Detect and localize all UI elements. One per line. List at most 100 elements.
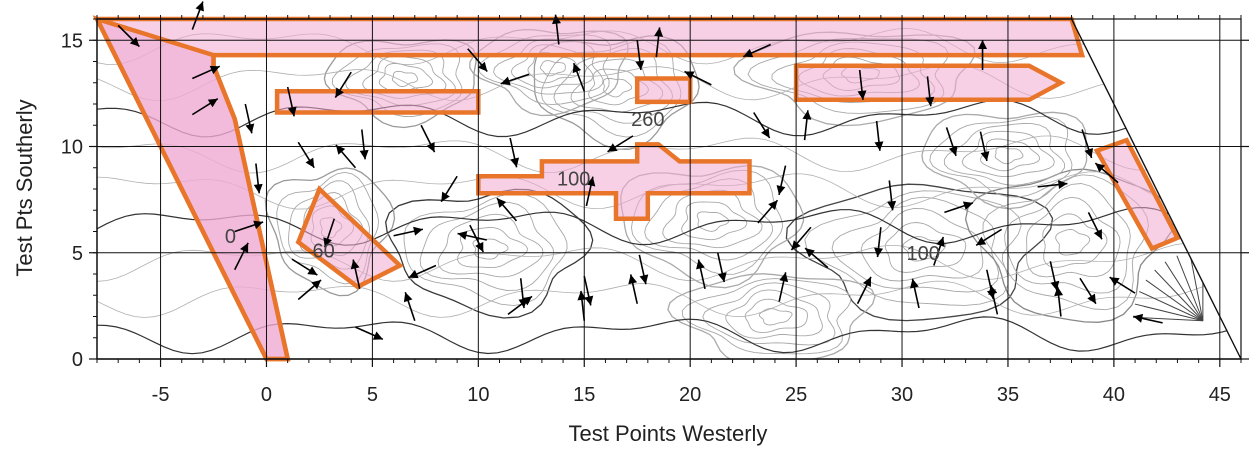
flow-arrow [585, 176, 596, 207]
contour-line [696, 211, 730, 232]
flow-arrow [457, 231, 487, 241]
contour-line [97, 99, 1241, 138]
flow-arrow [117, 24, 140, 48]
flow-arrow [802, 110, 812, 141]
contour-line [1132, 316, 1203, 322]
contour-line [667, 273, 876, 359]
contour-line [403, 193, 568, 307]
region-east-box [1093, 137, 1181, 252]
flow-arrow [572, 62, 586, 92]
flow-arrow [635, 40, 645, 71]
contour-line [588, 68, 649, 106]
contour-line [97, 316, 1241, 355]
flow-arrow [856, 276, 872, 305]
contour-line [681, 201, 748, 241]
flow-arrow [192, 65, 221, 80]
contour-line [831, 196, 1000, 293]
contour-line [1154, 269, 1204, 322]
contour-line [929, 115, 1073, 198]
contour-line [994, 146, 1024, 165]
contour-line [539, 60, 566, 77]
flow-arrow [887, 180, 897, 211]
contour-line [1139, 291, 1204, 322]
flow-arrow [359, 129, 369, 160]
contour-line [419, 201, 555, 291]
contour-labels: 260 100 100 60 0 [225, 109, 940, 265]
contour-line [472, 238, 509, 260]
x-tick-label: 25 [785, 384, 807, 406]
region-diamond [295, 185, 404, 290]
flow-arrow [1037, 180, 1068, 190]
flow-arrow [945, 127, 958, 157]
flow-arrow [1087, 212, 1103, 240]
flow-arrow [234, 220, 264, 233]
flow-arrow [790, 226, 812, 251]
region-bar-b [634, 76, 693, 105]
flow-arrow [1094, 162, 1119, 184]
flow-arrow [350, 259, 361, 290]
flow-arrow [1079, 277, 1097, 305]
flow-arrow [684, 70, 712, 86]
x-tick-label: 20 [679, 384, 701, 406]
contour-line [378, 63, 433, 94]
flow-arrow [874, 227, 884, 258]
flow-arrow [191, 98, 219, 116]
y-tick-label: 10 [61, 137, 83, 159]
flow-arrow [776, 165, 787, 196]
flow-arrows [117, 1, 1163, 341]
flow-arrow [403, 292, 416, 322]
flow-arrow [857, 69, 867, 100]
x-tick-label: 10 [467, 384, 489, 406]
flow-arrow [925, 76, 935, 107]
contour-line [391, 70, 419, 87]
contour-line [961, 130, 1055, 178]
flow-arrow [778, 272, 789, 302]
flow-arrow [757, 199, 779, 224]
contour-label: 260 [631, 109, 664, 131]
flow-arrow [233, 242, 249, 271]
flow-arrow [297, 279, 322, 301]
flow-arrow [1054, 286, 1064, 317]
flow-arrow [696, 259, 706, 290]
flow-arrow [654, 27, 664, 58]
flow-arrow [420, 124, 436, 153]
x-tick-label: 0 [261, 384, 272, 406]
contour-label: 0 [225, 226, 236, 248]
x-tick-label: 30 [891, 384, 913, 406]
flow-arrow [1109, 276, 1136, 294]
flow-arrow [716, 252, 727, 283]
contour-line [662, 189, 763, 249]
flow-arrow [334, 71, 352, 98]
x-tick-label: -5 [152, 384, 170, 406]
contour-line [1004, 183, 1131, 294]
flow-arrow [393, 226, 424, 237]
region-bar-a [274, 89, 481, 115]
flow-arrow [408, 264, 437, 279]
flow-arrow [978, 40, 988, 70]
flow-arrow [244, 103, 255, 134]
contour-line [943, 123, 1065, 186]
contour-line [437, 213, 544, 278]
flow-arrow [291, 258, 318, 276]
flow-arrow [509, 137, 520, 168]
contour-line [1134, 303, 1203, 322]
flow-arrow [742, 43, 772, 58]
x-tick-label: 35 [997, 384, 1019, 406]
contour-line [860, 208, 984, 282]
x-axis-title: Test Points Westerly [569, 421, 768, 446]
flow-arrow [440, 175, 458, 203]
contour-line [1055, 228, 1091, 256]
contour-line [97, 135, 1241, 174]
x-tick-label: 5 [367, 384, 378, 406]
contour-line [744, 298, 808, 334]
y-tick-label: 5 [72, 243, 83, 265]
flow-arrow [583, 275, 594, 306]
flow-arrow [496, 197, 518, 222]
contour-line [1189, 251, 1204, 321]
contour-line [681, 278, 852, 355]
flow-arrow [286, 86, 297, 117]
flow-arrow [933, 236, 945, 266]
x-tick-label: 40 [1103, 384, 1125, 406]
flow-arrow [910, 278, 920, 309]
